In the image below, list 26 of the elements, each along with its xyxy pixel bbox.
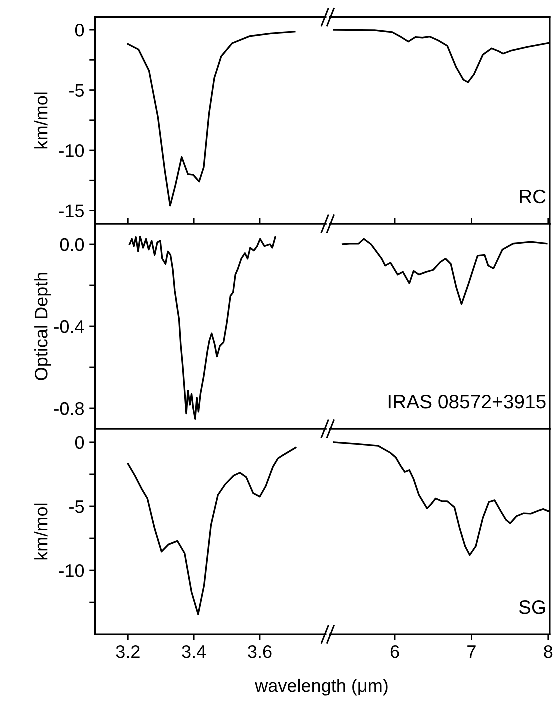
annotation: IRAS 08572+3915 <box>388 394 546 409</box>
annotation: RC <box>520 190 546 204</box>
x-tick-label: 7 <box>468 646 476 658</box>
y-tick-label: 0 <box>75 436 84 450</box>
line-series <box>127 446 297 616</box>
line-series <box>127 31 296 207</box>
annotation: SG <box>519 600 546 614</box>
line-series <box>128 236 276 420</box>
y-tick-label: -5 <box>70 500 84 514</box>
x-tick-label: 3.6 <box>248 645 272 658</box>
y-tick-label: -0.4 <box>54 320 84 334</box>
y-tick-label: -5 <box>70 84 84 97</box>
x-tick-label: 6 <box>390 645 400 658</box>
y-tick-label: -10 <box>59 564 84 578</box>
x-axis-title: wavelength (μm) <box>255 678 388 696</box>
y-tick-label: -15 <box>59 204 84 218</box>
y-axis-title: km/mol <box>34 92 48 149</box>
y-axis-title: km/mol <box>34 504 48 560</box>
y-tick-label: -0.8 <box>54 402 84 416</box>
y-axis-title: Optical Depth <box>34 272 52 380</box>
y-tick-label: 0.0 <box>60 238 84 252</box>
x-tick-label: 8 <box>544 645 553 658</box>
x-tick-label: 3.2 <box>116 645 140 658</box>
y-tick-label: 0 <box>75 24 84 37</box>
x-tick-label: 3.4 <box>182 645 206 658</box>
y-tick-label: -10 <box>59 144 84 158</box>
